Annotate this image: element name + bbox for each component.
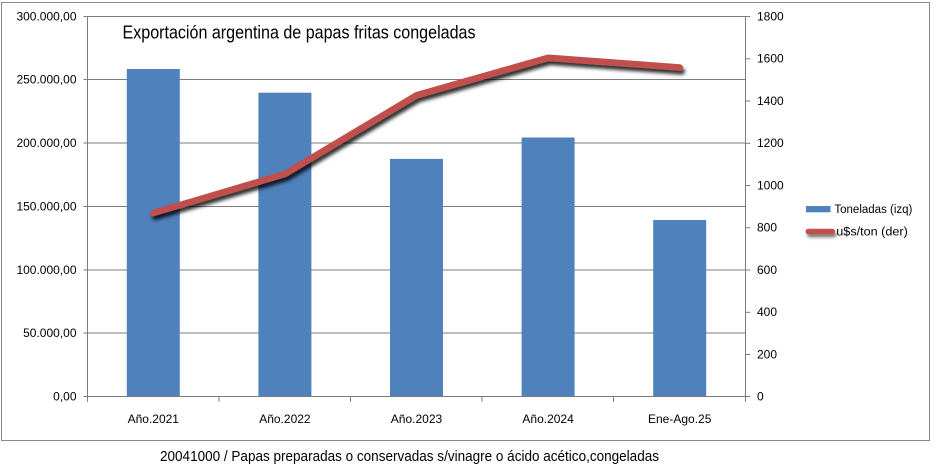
svg-text:1200: 1200 (757, 136, 784, 150)
svg-text:0: 0 (757, 389, 764, 403)
svg-text:200: 200 (757, 347, 777, 361)
svg-text:u$s/ton (der): u$s/ton (der) (836, 226, 908, 238)
svg-text:50.000,00: 50.000,00 (23, 326, 77, 340)
svg-text:Exportación argentina de papas: Exportación argentina de papas fritas co… (123, 21, 476, 42)
svg-text:Año.2024: Año.2024 (522, 412, 574, 426)
svg-text:600: 600 (757, 263, 777, 277)
svg-text:200.000,00: 200.000,00 (16, 136, 76, 150)
svg-text:Ene-Ago.25: Ene-Ago.25 (648, 412, 712, 426)
svg-text:250.000,00: 250.000,00 (16, 72, 76, 86)
svg-text:1600: 1600 (757, 52, 784, 66)
svg-text:800: 800 (757, 221, 777, 235)
svg-text:100.000,00: 100.000,00 (16, 263, 76, 277)
svg-text:1400: 1400 (757, 94, 784, 108)
svg-text:400: 400 (757, 305, 777, 319)
svg-text:0,00: 0,00 (53, 389, 77, 403)
svg-text:150.000,00: 150.000,00 (16, 199, 76, 213)
svg-text:Toneladas (izq): Toneladas (izq) (834, 204, 912, 216)
svg-text:Año.2022: Año.2022 (259, 412, 311, 426)
svg-text:1800: 1800 (757, 9, 784, 23)
svg-text:Año.2021: Año.2021 (128, 412, 180, 426)
svg-text:20041000 / Papas preparadas o: 20041000 / Papas preparadas o conservada… (160, 449, 659, 465)
svg-text:300.000,00: 300.000,00 (16, 9, 76, 23)
svg-text:Año.2023: Año.2023 (391, 412, 443, 426)
svg-text:1000: 1000 (757, 178, 784, 192)
